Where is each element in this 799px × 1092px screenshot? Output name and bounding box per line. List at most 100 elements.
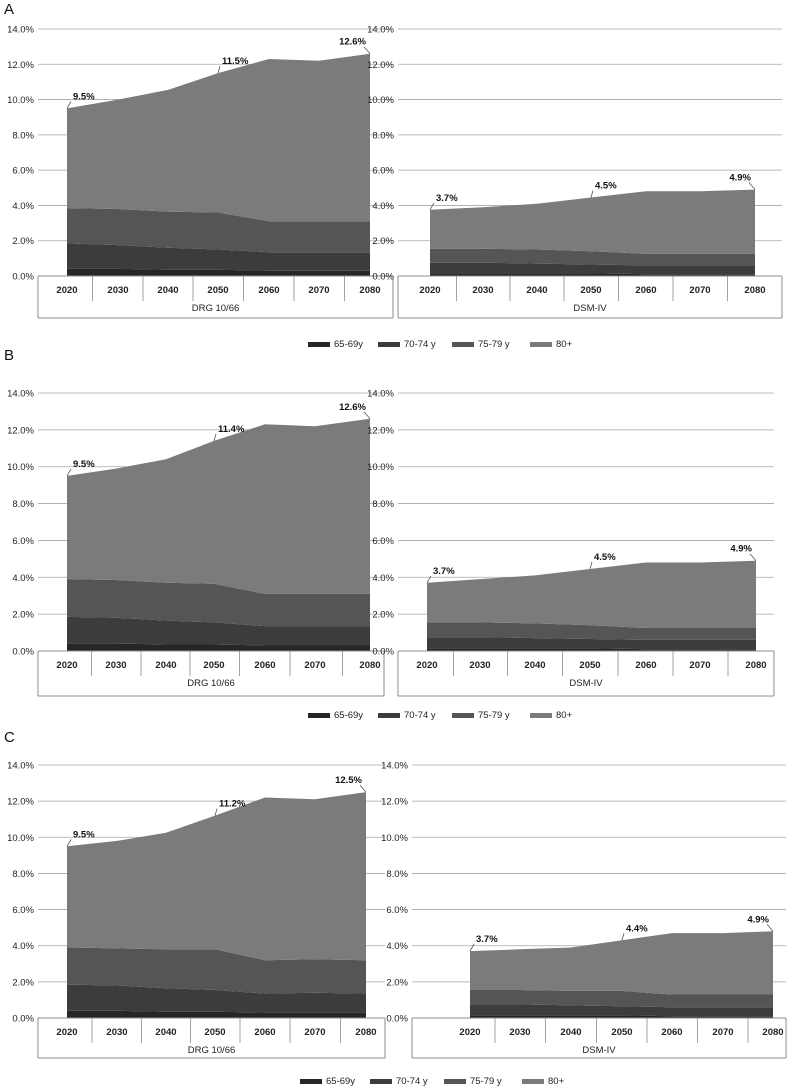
- panel-letter: C: [4, 729, 15, 746]
- data-label: 12.6%: [339, 402, 366, 413]
- x-tick-label: 2040: [155, 1027, 176, 1038]
- data-label-leader: [213, 433, 217, 442]
- panel-letter: B: [4, 347, 14, 364]
- x-tick-label: 2030: [509, 1027, 530, 1038]
- y-tick-label: 2.0%: [12, 610, 34, 621]
- legend-swatch-70-74: [378, 342, 400, 347]
- y-tick-label: 0.0%: [372, 647, 394, 658]
- data-label: 12.6%: [339, 37, 366, 48]
- area-series-75-79: [67, 947, 366, 994]
- x-tick-label: 2020: [56, 285, 77, 296]
- data-label-leader: [363, 46, 371, 54]
- legend-swatch-65-69: [308, 342, 330, 347]
- data-label-leader: [66, 468, 72, 477]
- legend-label-75-79: 75-79 y: [478, 710, 510, 721]
- x-tick-label: 2070: [689, 660, 710, 671]
- y-tick-label: 2.0%: [12, 977, 34, 988]
- legend-label-75-79: 75-79 y: [470, 1076, 502, 1087]
- y-tick-label: 10.0%: [7, 95, 34, 106]
- data-label: 4.9%: [747, 914, 769, 925]
- area-series-65-69: [430, 273, 755, 276]
- x-tick-label: 2020: [459, 1027, 480, 1038]
- data-label: 4.5%: [595, 180, 617, 191]
- area-series-70-74: [67, 243, 370, 271]
- data-label: 3.7%: [433, 566, 455, 577]
- data-label-leader: [429, 202, 435, 211]
- y-tick-label: 0.0%: [12, 1014, 34, 1025]
- y-tick-label: 10.0%: [7, 462, 34, 473]
- y-tick-label: 6.0%: [12, 166, 34, 177]
- area-series-80-plus: [67, 792, 366, 961]
- x-tick-label: 2030: [472, 285, 493, 296]
- area-series-65-69: [67, 268, 370, 276]
- x-tick-label: 2070: [712, 1027, 733, 1038]
- area-series-75-79: [430, 248, 755, 266]
- legend-swatch-80-plus: [530, 713, 552, 718]
- legend-label-80-plus: 80+: [556, 339, 573, 350]
- data-label: 4.9%: [730, 544, 752, 555]
- legend-swatch-65-69: [300, 1079, 322, 1084]
- area-series-80-plus: [430, 189, 755, 254]
- y-tick-label: 14.0%: [367, 389, 394, 400]
- data-label-leader: [214, 808, 218, 816]
- area-series-65-69: [427, 648, 756, 651]
- x-tick-label: 2070: [689, 285, 710, 296]
- y-tick-label: 4.0%: [12, 573, 34, 584]
- x-tick-label: 2040: [155, 660, 176, 671]
- x-tick-label: 2050: [579, 660, 600, 671]
- legend-label-70-74: 70-74 y: [396, 1076, 428, 1087]
- data-label-leader: [749, 553, 757, 561]
- area-series-70-74: [67, 616, 370, 646]
- x-tick-label: 2080: [762, 1027, 783, 1038]
- x-tick-label: 2070: [308, 285, 329, 296]
- y-tick-label: 8.0%: [12, 499, 34, 510]
- y-tick-label: 6.0%: [372, 166, 394, 177]
- y-tick-label: 2.0%: [372, 236, 394, 247]
- x-tick-label: 2030: [469, 660, 490, 671]
- y-tick-label: 10.0%: [367, 95, 394, 106]
- data-label: 4.4%: [626, 923, 648, 934]
- data-label: 9.5%: [73, 91, 95, 102]
- x-tick-label: 2030: [106, 1027, 127, 1038]
- area-series-75-79: [67, 208, 370, 253]
- y-tick-label: 12.0%: [367, 425, 394, 436]
- y-tick-label: 14.0%: [7, 25, 34, 36]
- x-tick-label: 2040: [526, 285, 547, 296]
- x-tick-label: 2060: [635, 285, 656, 296]
- group-label: DSM-IV: [569, 678, 603, 689]
- x-tick-label: 2080: [359, 285, 380, 296]
- y-tick-label: 8.0%: [386, 869, 408, 880]
- area-series-70-74: [470, 1004, 773, 1017]
- legend: 65-69y 70-74 y 75-79 y 80+: [308, 339, 573, 350]
- y-tick-label: 8.0%: [12, 869, 34, 880]
- y-tick-label: 6.0%: [12, 536, 34, 547]
- x-tick-label: 2050: [580, 285, 601, 296]
- area-series-65-69: [470, 1015, 773, 1018]
- y-tick-label: 12.0%: [7, 425, 34, 436]
- legend-swatch-80-plus: [522, 1079, 544, 1084]
- legend-label-65-69: 65-69y: [326, 1076, 355, 1087]
- x-tick-label: 2080: [355, 1027, 376, 1038]
- area-series-75-79: [427, 622, 756, 640]
- x-tick-label: 2060: [258, 285, 279, 296]
- legend-swatch-65-69: [308, 713, 330, 718]
- x-tick-label: 2060: [254, 1027, 275, 1038]
- x-tick-label: 2080: [744, 285, 765, 296]
- group-label: DRG 10/66: [192, 303, 240, 314]
- group-label: DRG 10/66: [188, 1045, 236, 1056]
- legend-label-65-69: 65-69y: [334, 339, 363, 350]
- data-label-leader: [217, 65, 221, 74]
- y-tick-label: 14.0%: [7, 761, 34, 772]
- y-tick-label: 0.0%: [372, 272, 394, 283]
- legend-label-65-69: 65-69y: [334, 710, 363, 721]
- data-label-leader: [363, 411, 371, 420]
- legend-swatch-75-79: [452, 342, 474, 347]
- x-tick-label: 2020: [56, 660, 77, 671]
- area-series-75-79: [470, 990, 773, 1008]
- x-tick-label: 2050: [611, 1027, 632, 1038]
- y-tick-label: 4.0%: [372, 201, 394, 212]
- y-tick-label: 0.0%: [12, 647, 34, 658]
- y-tick-label: 12.0%: [7, 60, 34, 71]
- data-label: 4.5%: [594, 552, 616, 563]
